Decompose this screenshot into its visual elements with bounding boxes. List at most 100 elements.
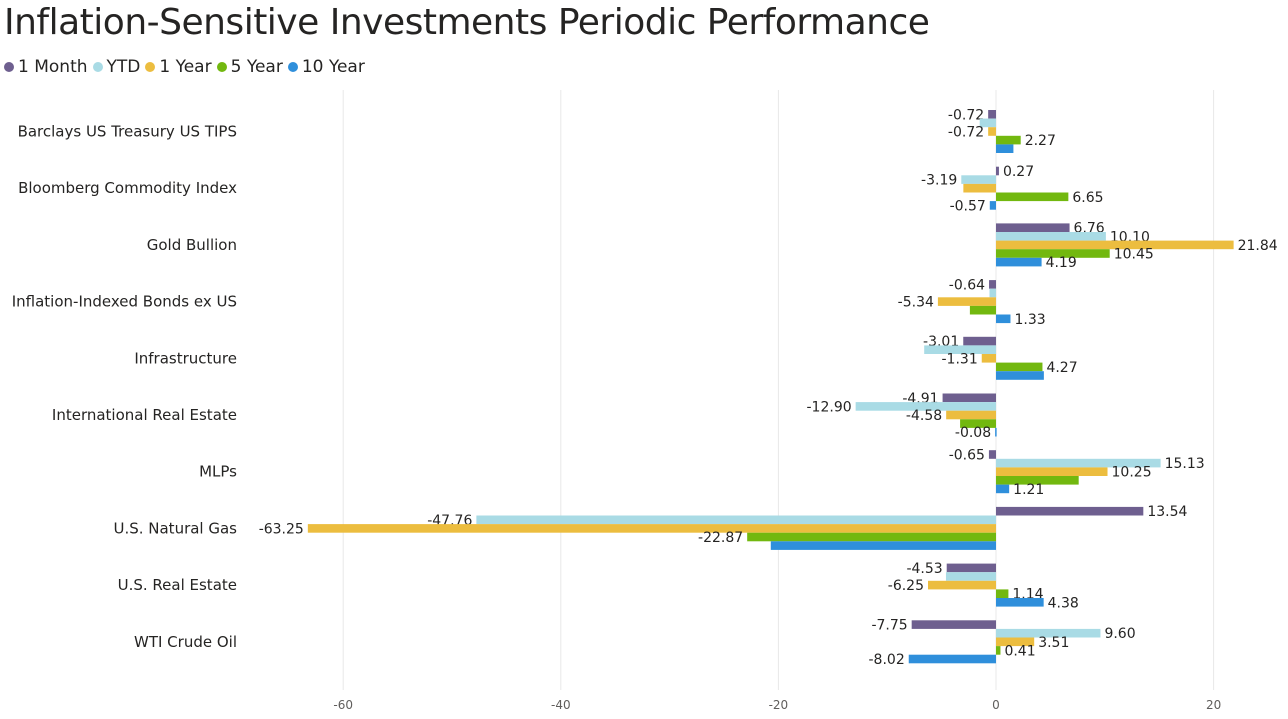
bar-1-year[interactable]: [988, 127, 996, 136]
data-label: 4.38: [1048, 595, 1079, 611]
data-label: -4.53: [906, 561, 942, 577]
bar-1-year[interactable]: [981, 354, 996, 363]
data-label: 0.27: [1003, 164, 1034, 180]
bar-1-year[interactable]: [307, 524, 997, 533]
data-label: -1.31: [942, 351, 978, 367]
bar-ytd[interactable]: [945, 572, 996, 581]
bar-5-year[interactable]: [969, 305, 996, 315]
bar-5-year[interactable]: [960, 419, 996, 428]
data-label: 15.13: [1165, 456, 1205, 472]
category-label: Infrastructure: [134, 349, 237, 367]
bar-5-year[interactable]: [996, 192, 1069, 202]
bar-10-year[interactable]: [989, 201, 996, 210]
bar-5-year[interactable]: [747, 532, 996, 542]
legend-marker-1-month: [4, 62, 14, 72]
data-label: -63.25: [259, 521, 304, 537]
bar-1-month[interactable]: [946, 563, 996, 573]
legend-label-10-year: 10 Year: [301, 57, 365, 77]
bar-5-year[interactable]: [996, 249, 1110, 258]
data-label: 9.60: [1104, 626, 1135, 642]
bar-ytd[interactable]: [996, 628, 1101, 638]
bar-1-month[interactable]: [988, 450, 996, 459]
bar-1-month[interactable]: [989, 280, 996, 289]
data-label: 2.27: [1025, 133, 1056, 149]
x-tick-label: 20: [1206, 698, 1221, 712]
data-label: -0.72: [948, 125, 984, 141]
bar-10-year[interactable]: [996, 598, 1044, 607]
bar-ytd[interactable]: [989, 288, 996, 298]
bar-ytd[interactable]: [855, 402, 996, 411]
legend-marker-10-year: [287, 62, 298, 72]
data-label: 13.54: [1147, 504, 1187, 520]
bar-ytd[interactable]: [476, 515, 996, 525]
category-label: Gold Bullion: [147, 236, 237, 254]
bar-1-month[interactable]: [996, 166, 999, 176]
bar-10-year[interactable]: [996, 371, 1044, 380]
bar-10-year[interactable]: [996, 484, 1010, 494]
bar-1-month[interactable]: [911, 620, 996, 629]
legend-marker-5-year: [216, 62, 227, 72]
bar-1-year[interactable]: [928, 580, 996, 590]
data-label: -0.57: [950, 198, 986, 214]
data-label: -0.08: [955, 425, 991, 441]
bar-ytd[interactable]: [961, 175, 996, 184]
bar-ytd[interactable]: [996, 232, 1106, 241]
data-label: -0.65: [949, 448, 985, 464]
bar-10-year[interactable]: [996, 257, 1042, 267]
bar-ytd[interactable]: [996, 458, 1161, 468]
bar-1-year[interactable]: [996, 467, 1108, 476]
legend-item-1-year[interactable]: 1 Year: [145, 57, 212, 77]
x-tick-label: -20: [769, 698, 789, 712]
legend-label-ytd: YTD: [106, 57, 141, 77]
bar-5-year[interactable]: [996, 135, 1021, 145]
bar-10-year[interactable]: [995, 427, 997, 437]
bar-1-month[interactable]: [996, 223, 1070, 232]
bar-1-month[interactable]: [996, 506, 1144, 516]
bar-10-year[interactable]: [996, 314, 1011, 324]
bar-10-year[interactable]: [908, 654, 996, 664]
data-label: -22.87: [698, 530, 743, 546]
data-label: -4.58: [906, 408, 942, 424]
legend-item-10-year[interactable]: 10 Year: [287, 57, 365, 77]
data-label: -0.72: [948, 107, 984, 123]
category-label: MLPs: [199, 463, 237, 481]
data-label: 10.25: [1112, 465, 1152, 481]
category-label: Barclays US Treasury US TIPS: [18, 123, 237, 141]
category-label: International Real Estate: [52, 406, 237, 424]
category-label: U.S. Natural Gas: [113, 519, 237, 537]
category-label: U.S. Real Estate: [118, 576, 237, 594]
bar-1-month[interactable]: [963, 336, 996, 346]
bar-5-year[interactable]: [996, 589, 1009, 598]
bar-10-year[interactable]: [770, 541, 996, 550]
data-label: 1.21: [1013, 482, 1044, 498]
data-label: 6.65: [1072, 190, 1103, 206]
bar-ytd[interactable]: [924, 345, 996, 354]
legend-label-1-month: 1 Month: [18, 57, 88, 77]
chart-title: Inflation-Sensitive Investments Periodic…: [4, 2, 930, 43]
data-label: 4.19: [1046, 255, 1077, 271]
bar-1-year[interactable]: [937, 297, 996, 306]
bar-10-year[interactable]: [996, 144, 1014, 153]
data-label: 10.45: [1114, 247, 1154, 263]
bar-5-year[interactable]: [996, 362, 1043, 372]
bar-5-year[interactable]: [996, 476, 1079, 485]
bar-1-month[interactable]: [942, 393, 996, 403]
bar-1-year[interactable]: [946, 410, 996, 420]
bar-5-year[interactable]: [996, 646, 1001, 655]
bar-ytd[interactable]: [979, 118, 996, 128]
legend-item-5-year[interactable]: 5 Year: [216, 57, 283, 77]
bar-1-year[interactable]: [996, 240, 1234, 250]
legend-item-ytd[interactable]: YTD: [92, 57, 141, 77]
bar-1-year[interactable]: [963, 183, 996, 193]
legend-label-1-year: 1 Year: [159, 57, 212, 77]
data-label: -8.02: [869, 652, 905, 668]
x-tick-label: 0: [992, 698, 1000, 712]
legend-marker-1-year: [145, 62, 156, 72]
data-label: 1.33: [1014, 312, 1045, 328]
legend-item-1-month[interactable]: 1 Month: [4, 57, 88, 77]
data-label: -5.34: [898, 295, 934, 311]
bar-1-year[interactable]: [996, 637, 1035, 647]
bar-1-month[interactable]: [988, 110, 996, 119]
data-label: -12.90: [807, 399, 852, 415]
category-label: Bloomberg Commodity Index: [18, 179, 237, 197]
